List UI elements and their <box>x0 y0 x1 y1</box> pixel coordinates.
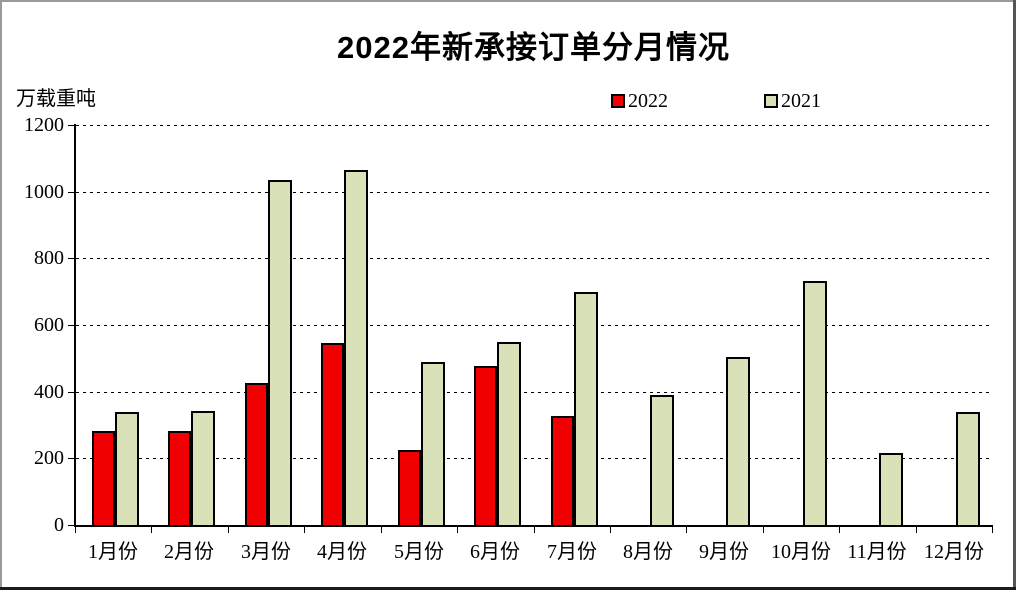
x-axis-line <box>74 525 993 527</box>
y-tick-label-400: 400 <box>34 381 64 403</box>
y-axis-unit-label: 万载重吨 <box>16 88 96 110</box>
x-tick-label-m12: 12月份 <box>924 541 984 563</box>
y-tick-1000 <box>68 192 75 193</box>
bar-2022-m5 <box>398 450 421 527</box>
legend-item-2022: 2022 <box>611 91 668 111</box>
x-tick-3 <box>304 527 305 533</box>
x-tick-1 <box>151 527 152 533</box>
x-tick-2 <box>228 527 229 533</box>
legend-label-2021: 2021 <box>781 90 821 112</box>
y-tick-400 <box>68 392 75 393</box>
x-tick-label-m11: 11月份 <box>847 541 907 563</box>
bar-2021-m12 <box>956 412 980 527</box>
x-tick-label-m2: 2月份 <box>164 541 214 563</box>
bar-2022-m6 <box>474 366 497 527</box>
gridline-400 <box>76 392 992 393</box>
gridline-600 <box>76 325 992 326</box>
bar-2021-m1 <box>115 412 139 527</box>
frame-border-top <box>0 0 1016 2</box>
frame-border-bottom <box>0 587 1016 590</box>
x-tick-7 <box>610 527 611 533</box>
y-tick-800 <box>68 258 75 259</box>
x-tick-4 <box>381 527 382 533</box>
y-tick-label-1200: 1200 <box>24 114 64 136</box>
bar-2021-m8 <box>650 395 674 527</box>
y-tick-label-0: 0 <box>54 514 64 536</box>
x-tick-6 <box>534 527 535 533</box>
y-tick-label-1000: 1000 <box>24 181 64 203</box>
x-tick-label-m6: 6月份 <box>470 541 520 563</box>
x-tick-label-m3: 3月份 <box>241 541 291 563</box>
y-tick-label-800: 800 <box>34 247 64 269</box>
x-tick-12 <box>992 527 993 533</box>
gridline-1200 <box>76 125 992 126</box>
bar-2022-m4 <box>321 343 344 527</box>
bar-2021-m9 <box>726 357 750 527</box>
x-tick-label-m8: 8月份 <box>623 541 673 563</box>
bar-2022-m7 <box>551 416 574 527</box>
x-tick-label-m9: 9月份 <box>699 541 749 563</box>
y-tick-label-200: 200 <box>34 447 64 469</box>
gridline-200 <box>76 458 992 459</box>
y-axis-line <box>74 124 76 527</box>
gridline-1000 <box>76 192 992 193</box>
x-tick-8 <box>686 527 687 533</box>
bar-2021-m4 <box>344 170 368 527</box>
bar-2021-m10 <box>803 281 827 527</box>
y-tick-1200 <box>68 125 75 126</box>
x-tick-10 <box>839 527 840 533</box>
bar-2021-m3 <box>268 180 292 527</box>
gridline-800 <box>76 258 992 259</box>
bar-2022-m2 <box>168 431 191 527</box>
bar-2021-m5 <box>421 362 445 527</box>
bar-2021-m7 <box>574 292 598 527</box>
x-tick-5 <box>457 527 458 533</box>
x-tick-11 <box>916 527 917 533</box>
bar-2021-m2 <box>191 411 215 527</box>
y-tick-0 <box>68 525 75 526</box>
legend-swatch-2022-icon <box>611 94 625 108</box>
chart-title: 2022年新承接订单分月情况 <box>337 30 730 65</box>
bar-2022-m3 <box>245 383 268 527</box>
x-tick-label-m5: 5月份 <box>394 541 444 563</box>
x-tick-label-m1: 1月份 <box>88 541 138 563</box>
frame-border-left <box>0 0 2 590</box>
x-tick-0 <box>75 527 76 533</box>
y-tick-600 <box>68 325 75 326</box>
y-tick-200 <box>68 458 75 459</box>
x-tick-9 <box>763 527 764 533</box>
legend-label-2022: 2022 <box>628 90 668 112</box>
legend-item-2021: 2021 <box>764 91 821 111</box>
x-tick-label-m4: 4月份 <box>317 541 367 563</box>
bar-2021-m6 <box>497 342 521 527</box>
y-tick-label-600: 600 <box>34 314 64 336</box>
x-tick-label-m7: 7月份 <box>547 541 597 563</box>
x-tick-label-m10: 10月份 <box>771 541 831 563</box>
legend-swatch-2021-icon <box>764 94 778 108</box>
frame-border-right <box>1013 0 1016 590</box>
bar-2022-m1 <box>92 431 115 527</box>
bar-2021-m11 <box>879 453 903 527</box>
